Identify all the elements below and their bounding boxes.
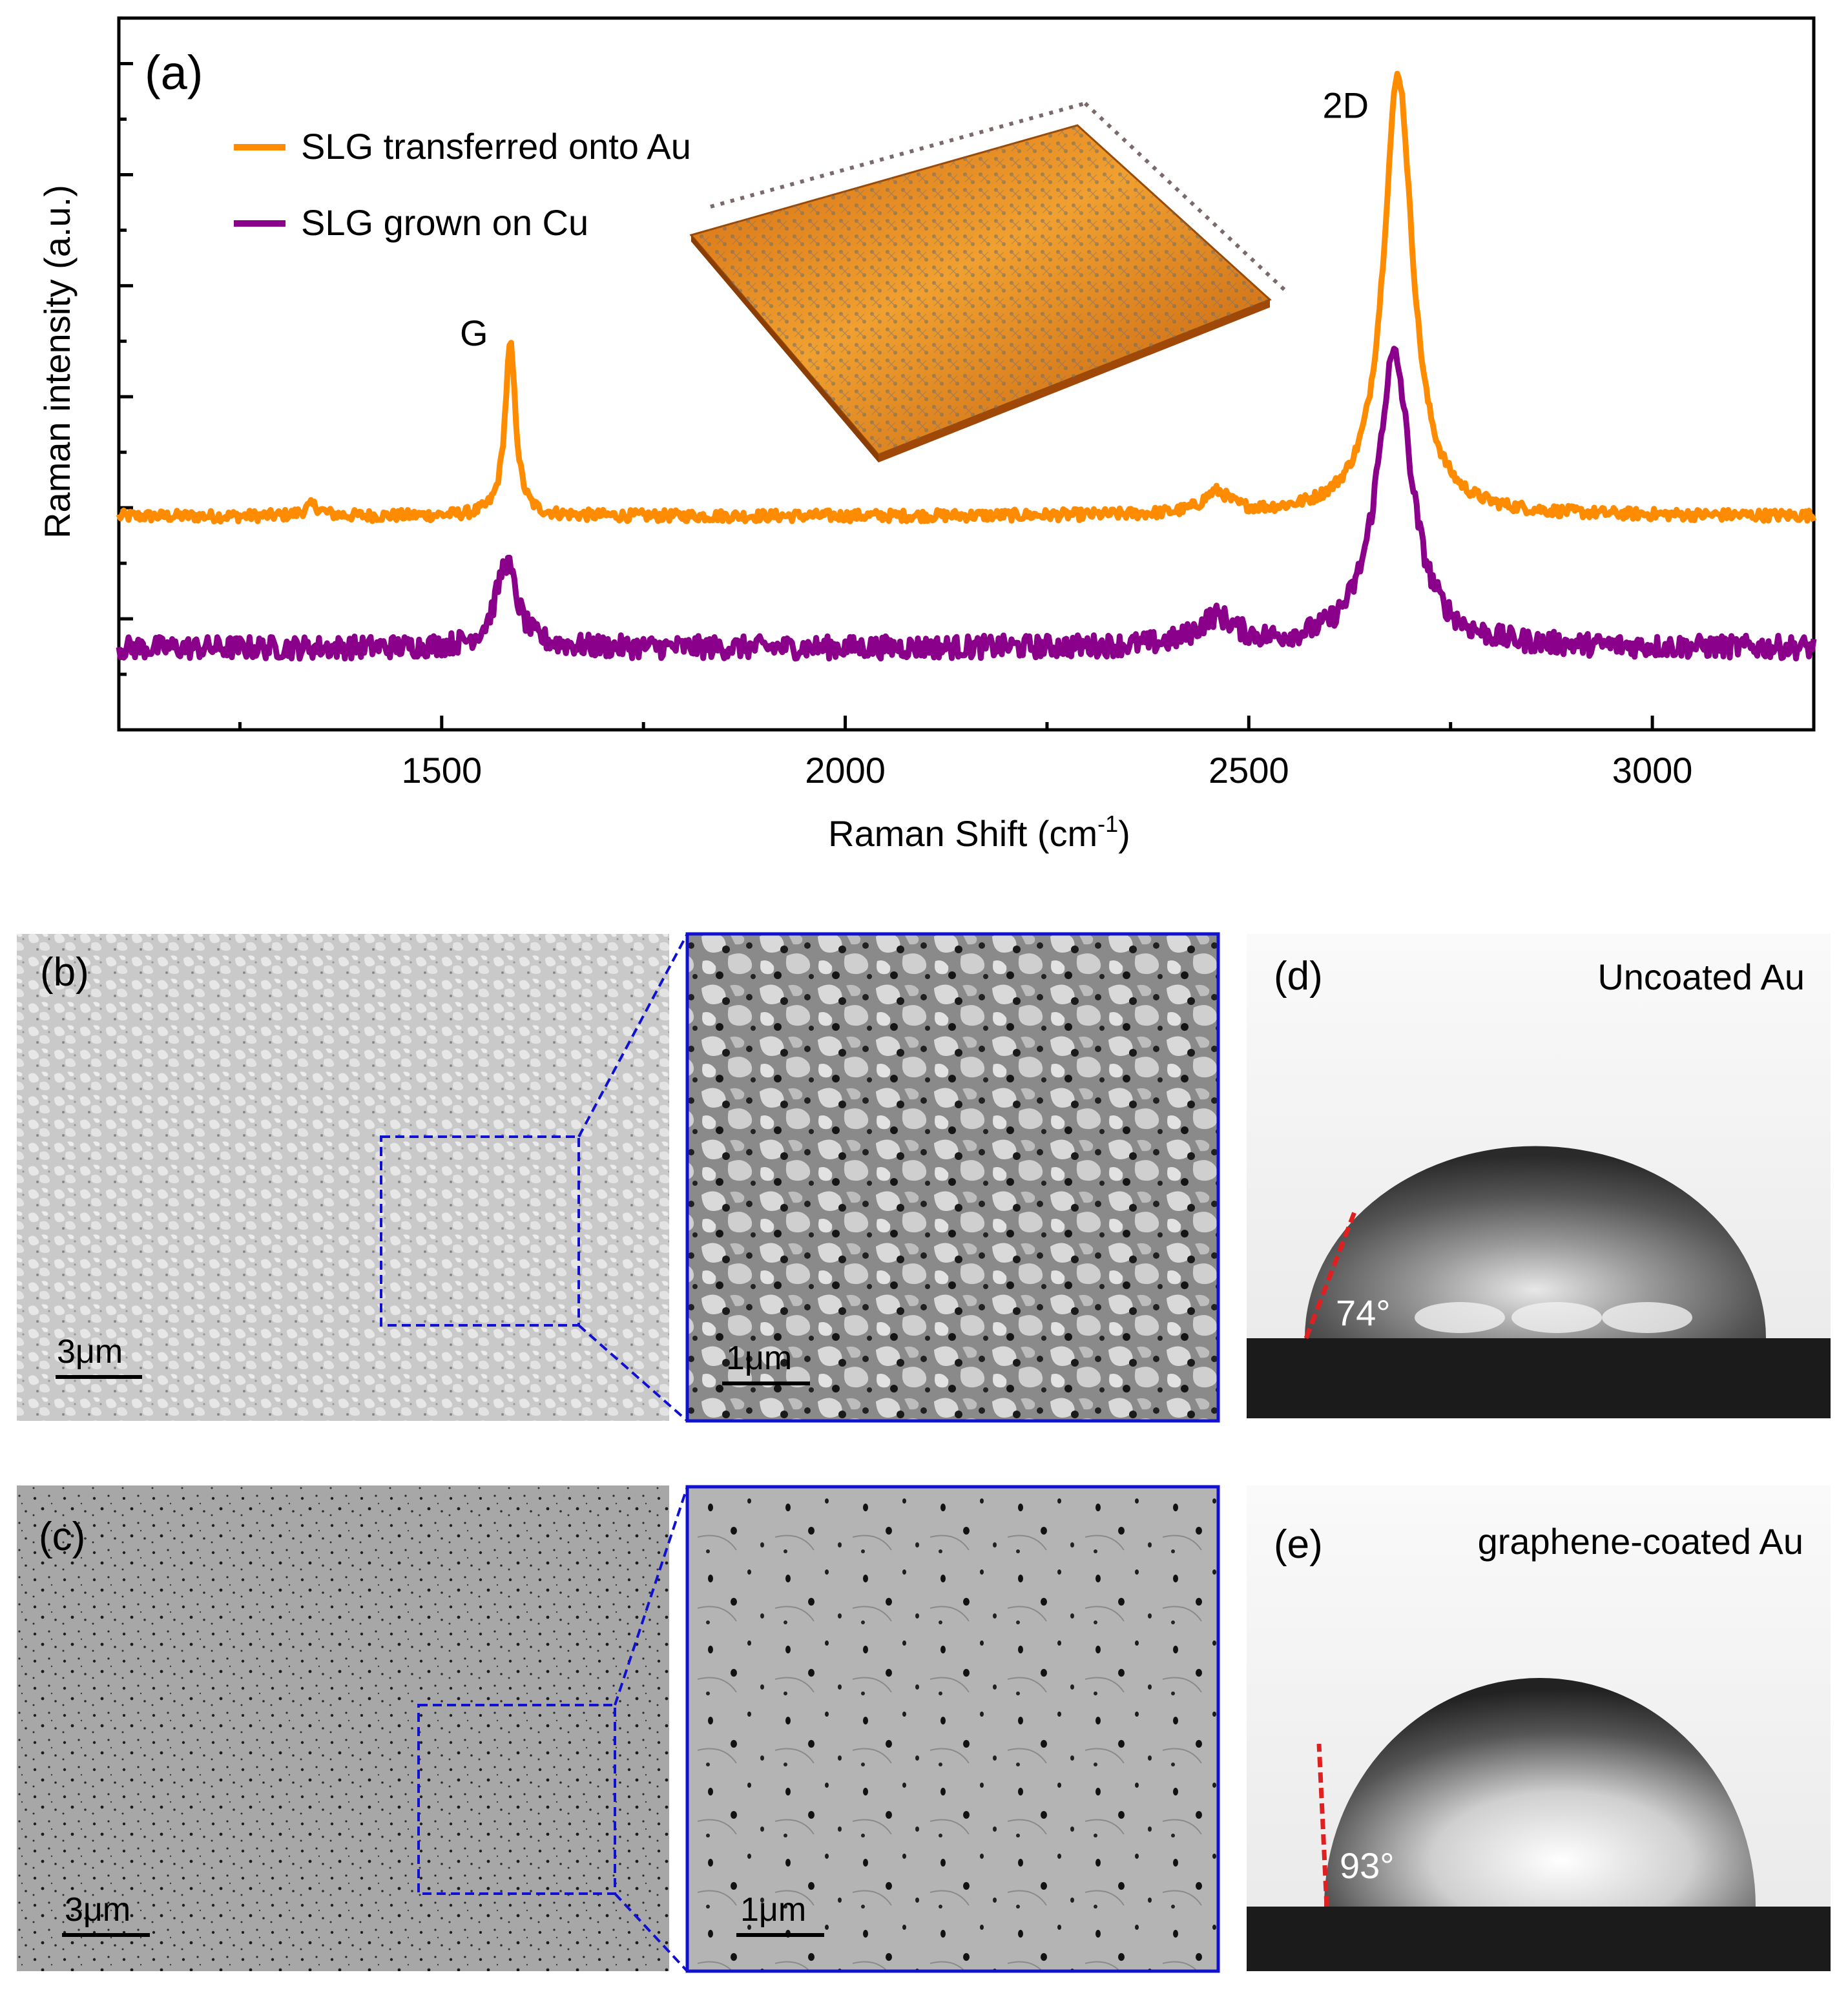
graphene-on-gold-inset	[689, 101, 1287, 462]
x-axis-tick-labels: 1500 2000 2500 3000	[402, 750, 1693, 791]
contact-angle-value-e: 93°	[1340, 1845, 1395, 1886]
legend-label-purple: SLG grown on Cu	[301, 202, 588, 243]
panel-label-b: (b)	[40, 950, 89, 995]
scale-label-b-main: 3μm	[57, 1333, 123, 1371]
substrate-d	[1247, 1338, 1831, 1418]
y-axis-ticks	[119, 62, 133, 676]
series-line-orange	[116, 70, 1817, 525]
x-tick-label-3000: 3000	[1612, 750, 1693, 791]
sem-image-c-zoom	[685, 1485, 1220, 1973]
sem-image-c-main	[17, 1485, 669, 1971]
substrate-e	[1247, 1907, 1831, 1971]
contact-angle-line-e	[1316, 1743, 1329, 1907]
x-axis-ticks	[238, 716, 1654, 730]
contact-angle-panel-e: 93° (e) graphene-coated Au	[1247, 1485, 1831, 1971]
legend-label-orange: SLG transferred onto Au	[301, 126, 691, 167]
chart-plot-frame	[117, 16, 1816, 732]
contact-angle-value-d: 74°	[1336, 1292, 1391, 1333]
peak-label-g: G	[460, 313, 488, 353]
series-line-purple	[116, 346, 1817, 662]
x-axis-label: Raman Shift (cm-1)	[828, 811, 1130, 854]
x-tick-label-2500: 2500	[1209, 750, 1289, 791]
scale-label-b-zoom: 1μm	[726, 1340, 792, 1377]
y-axis-label: Raman intensity (a.u.)	[37, 185, 78, 539]
sem-selection-box-b	[380, 1135, 580, 1327]
sem-image-b-zoom	[685, 932, 1220, 1423]
panel-label-a: (a)	[145, 46, 203, 99]
zoom-connector-c-top	[614, 1486, 689, 1706]
scale-label-c-zoom: 1μm	[740, 1891, 806, 1929]
sem-selection-box-c	[417, 1704, 616, 1895]
water-droplet-d	[1305, 1146, 1766, 1338]
panel-label-d: (d)	[1274, 954, 1323, 998]
chart-legend: SLG transferred onto Au SLG grown on Cu	[234, 126, 691, 243]
contact-angle-line-d	[1303, 1209, 1358, 1340]
x-tick-label-2000: 2000	[805, 750, 886, 791]
water-droplet-e	[1324, 1678, 1756, 1907]
sem-image-b-main	[17, 934, 669, 1421]
sem-panel-c: (c) 3μm 1μm	[17, 1485, 1220, 1973]
zoom-connector-b-top	[577, 933, 689, 1137]
zoom-connector-c-bottom	[614, 1892, 689, 1972]
series-layer	[116, 70, 1817, 662]
peak-label-2d: 2D	[1322, 85, 1369, 125]
panel-title-d: Uncoated Au	[1597, 957, 1805, 997]
x-tick-label-1500: 1500	[402, 750, 483, 791]
zoom-connector-b-bottom	[577, 1324, 689, 1422]
scale-label-c-main: 3μm	[65, 1891, 130, 1929]
panel-label-e: (e)	[1274, 1522, 1323, 1567]
sem-panel-b: (b) 3μm 1μm	[17, 932, 1220, 1423]
contact-angle-panel-d: 74° (d) Uncoated Au	[1247, 934, 1831, 1418]
panel-title-e: graphene-coated Au	[1478, 1521, 1803, 1562]
raman-chart: 1500 2000 2500 3000 (a) Raman Shift (cm-1) …	[37, 16, 1817, 854]
panel-label-c: (c)	[39, 1515, 85, 1559]
